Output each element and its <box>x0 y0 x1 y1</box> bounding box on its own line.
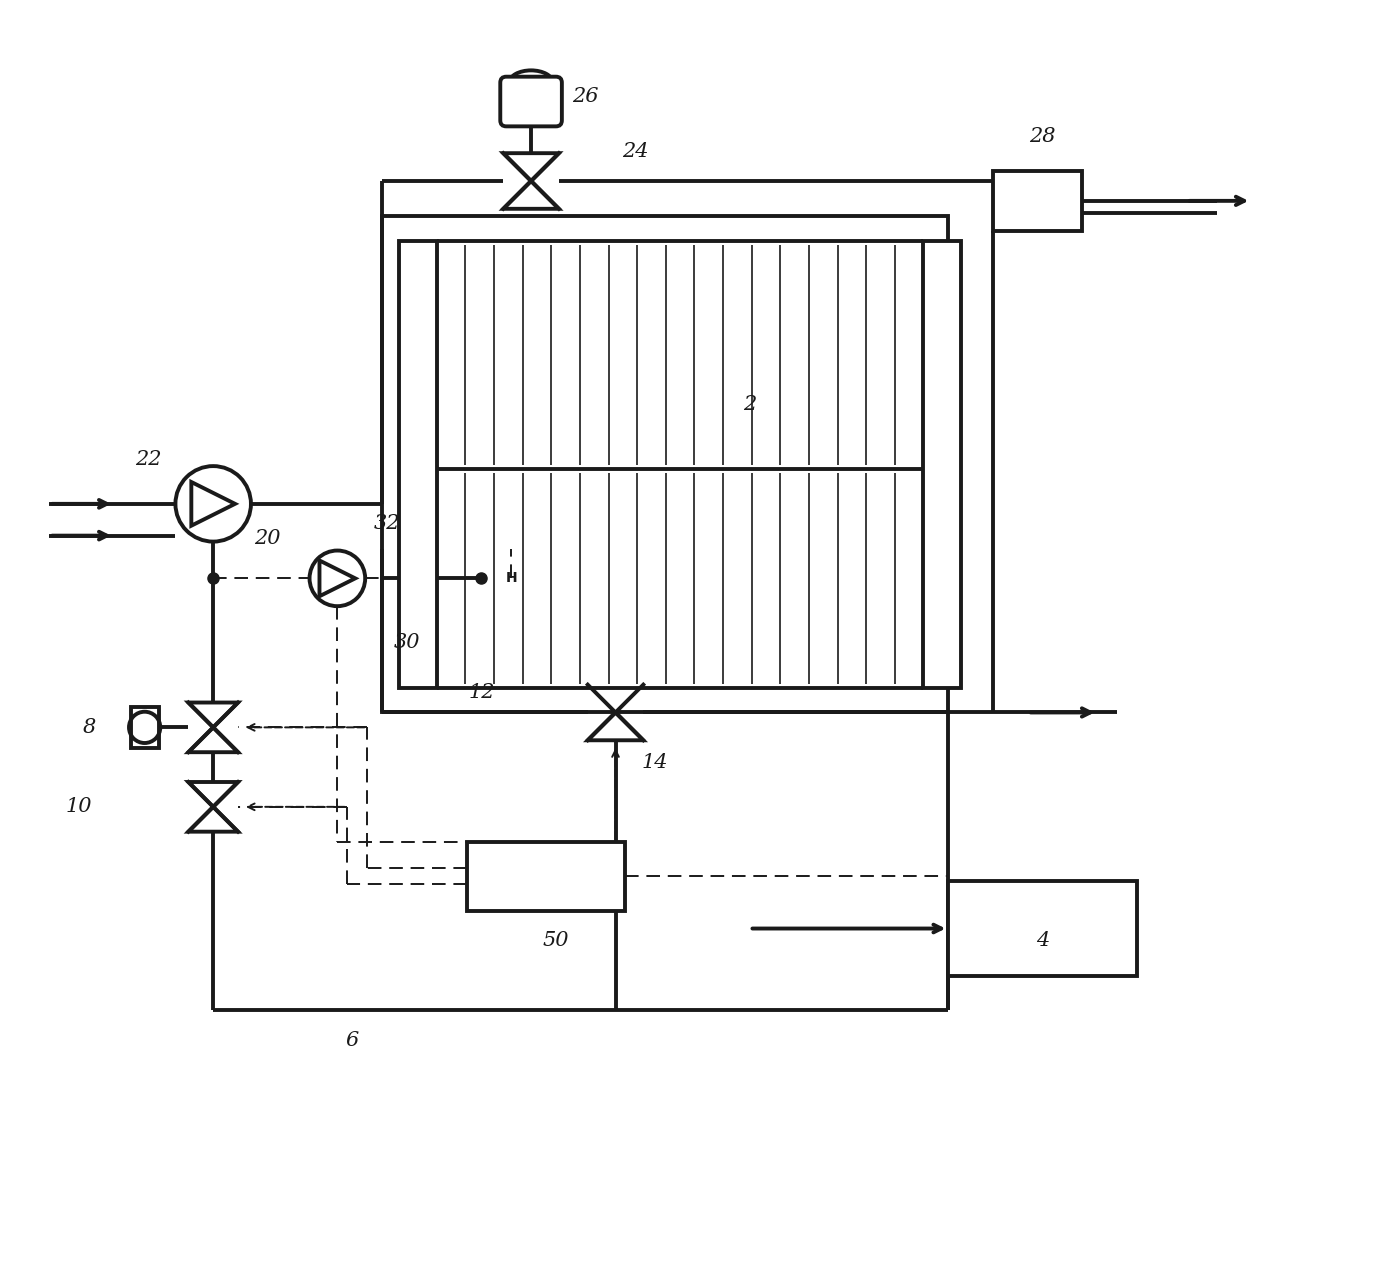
Text: 20: 20 <box>255 529 281 548</box>
Text: 14: 14 <box>642 753 668 772</box>
Text: 50: 50 <box>543 931 570 951</box>
Bar <box>948 882 1137 976</box>
Text: 24: 24 <box>622 141 649 160</box>
Text: H: H <box>506 571 517 585</box>
Text: 8: 8 <box>82 717 96 736</box>
Text: 4: 4 <box>1037 931 1049 951</box>
FancyBboxPatch shape <box>500 77 561 126</box>
Text: 2: 2 <box>743 395 757 414</box>
Text: 12: 12 <box>468 683 495 702</box>
Text: 32: 32 <box>374 514 401 533</box>
Text: 6: 6 <box>345 1031 359 1050</box>
Bar <box>923 240 962 687</box>
Text: 10: 10 <box>65 797 93 816</box>
Bar <box>399 240 437 687</box>
Bar <box>383 216 948 712</box>
Bar <box>467 841 625 911</box>
Bar <box>130 706 158 748</box>
Text: 22: 22 <box>136 450 162 469</box>
Text: 28: 28 <box>1030 126 1056 145</box>
Text: 30: 30 <box>394 634 420 653</box>
Bar <box>992 171 1082 231</box>
Text: ECU: ECU <box>521 866 571 887</box>
Text: 26: 26 <box>572 87 599 106</box>
